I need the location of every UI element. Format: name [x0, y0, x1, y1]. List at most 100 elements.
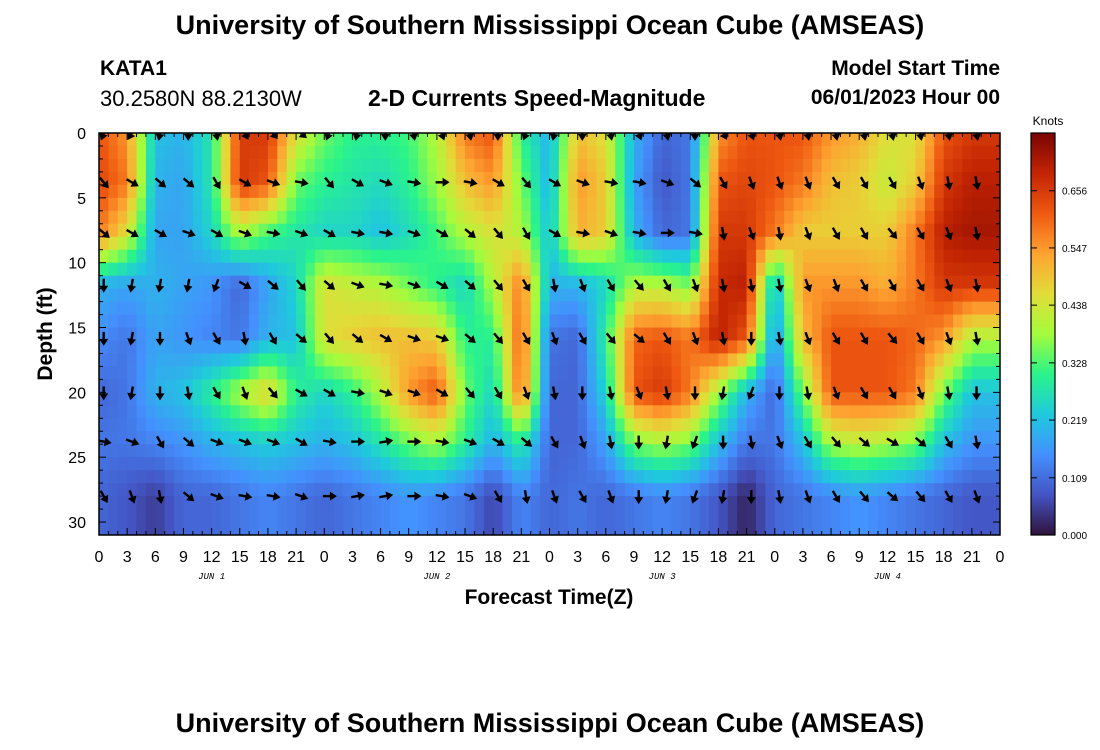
heatmap-cell: [333, 340, 344, 355]
heatmap-cell: [493, 288, 504, 303]
heatmap-cell: [737, 133, 748, 147]
heatmap-cell: [671, 444, 682, 458]
heatmap-cell: [981, 444, 992, 458]
heatmap-cell: [380, 314, 391, 329]
current-arrow: [831, 227, 841, 240]
heatmap-cell: [389, 223, 400, 238]
current-arrow: [576, 178, 590, 187]
heatmap-cell: [389, 171, 400, 186]
heatmap-cell: [446, 340, 457, 355]
current-arrow: [887, 133, 897, 141]
x-tick-label: 3: [123, 549, 132, 566]
heatmap-cell: [239, 249, 250, 264]
heatmap-cell: [906, 288, 917, 303]
heatmap-cell: [314, 470, 325, 484]
heatmap-cell: [896, 405, 907, 419]
heatmap-cell: [981, 431, 992, 445]
heatmap-cell: [183, 158, 194, 173]
heatmap-cell: [774, 158, 785, 173]
heatmap-cell: [971, 249, 982, 264]
x-tick-label: 6: [601, 549, 610, 566]
heatmap-cell: [164, 366, 175, 380]
heatmap-cell: [521, 509, 532, 523]
heatmap-cell: [840, 197, 851, 212]
heatmap-cell: [662, 223, 673, 238]
heatmap-cell: [971, 496, 982, 510]
heatmap-cell: [446, 392, 457, 406]
heatmap-cell: [399, 522, 410, 535]
heatmap-cell: [174, 314, 185, 329]
heatmap-cell: [117, 158, 128, 173]
x-tick-label: 0: [95, 549, 104, 566]
current-arrow: [944, 490, 953, 504]
heatmap-cell: [924, 314, 935, 329]
heatmap-cell: [671, 327, 682, 342]
heatmap-cell: [418, 340, 429, 355]
current-arrow: [154, 228, 167, 238]
current-arrow: [831, 490, 841, 504]
heatmap-cell: [924, 223, 935, 238]
heatmap-cell: [549, 288, 560, 303]
heatmap-cell: [802, 496, 813, 510]
heatmap-cell: [915, 392, 926, 406]
heatmap-cell: [896, 418, 907, 432]
heatmap-cell: [615, 418, 626, 432]
heatmap-cell: [277, 288, 288, 303]
heatmap-cell: [671, 158, 682, 173]
heatmap-cell: [868, 249, 879, 264]
heatmap-cell: [662, 249, 673, 264]
heatmap-cell: [690, 262, 701, 277]
heatmap-cell: [408, 509, 419, 523]
day-label: JUN 2: [423, 572, 451, 582]
heatmap-cell: [145, 171, 156, 186]
heatmap-cell: [718, 340, 729, 355]
heatmap-cell: [718, 145, 729, 160]
heatmap-cell: [953, 262, 964, 277]
heatmap-cell: [934, 327, 945, 342]
arrow-head: [300, 229, 309, 238]
heatmap-cell: [943, 184, 954, 199]
arrow-head: [385, 228, 394, 238]
heatmap-cell: [483, 197, 494, 212]
heatmap-cell: [436, 223, 447, 238]
heatmap-cell: [558, 288, 569, 303]
current-arrow: [915, 133, 925, 141]
heatmap-cell: [530, 353, 541, 368]
heatmap-cell: [831, 133, 842, 147]
x-tick-label: 15: [907, 549, 925, 566]
heatmap-cell: [802, 184, 813, 199]
heatmap-cell: [868, 184, 879, 199]
heatmap-cell: [896, 496, 907, 510]
heatmap-cell: [671, 392, 682, 406]
heatmap-cell: [221, 470, 231, 484]
heatmap-cell: [493, 457, 504, 471]
heatmap-cell: [774, 509, 785, 523]
heatmap-cell: [530, 262, 541, 277]
arrow-head: [100, 180, 109, 189]
current-arrow: [606, 386, 616, 401]
heatmap-cell: [333, 379, 344, 393]
heatmap-cell: [305, 405, 316, 419]
heatmap-cell: [540, 301, 551, 316]
heatmap-cell: [558, 171, 569, 186]
heatmap-cell: [596, 197, 607, 212]
heatmap-cell: [230, 379, 241, 393]
heatmap-cell: [887, 301, 898, 316]
current-arrow: [435, 177, 450, 187]
heatmap-cell: [136, 249, 147, 264]
current-arrow: [493, 490, 503, 504]
x-tick-label: 3: [798, 549, 807, 566]
heatmap-cell: [408, 418, 419, 432]
heatmap-cell: [521, 171, 532, 186]
heatmap-cell: [633, 379, 644, 393]
arrow-head: [437, 133, 447, 141]
current-arrow: [578, 278, 587, 293]
heatmap-cell: [474, 275, 485, 290]
heatmap-cell: [662, 340, 673, 355]
heatmap-cell: [877, 405, 888, 419]
heatmap-cell: [99, 431, 109, 445]
heatmap-cell: [953, 496, 964, 510]
heatmap-cell: [277, 158, 288, 173]
heatmap-cell: [230, 340, 241, 355]
heatmap-cell: [737, 249, 748, 264]
